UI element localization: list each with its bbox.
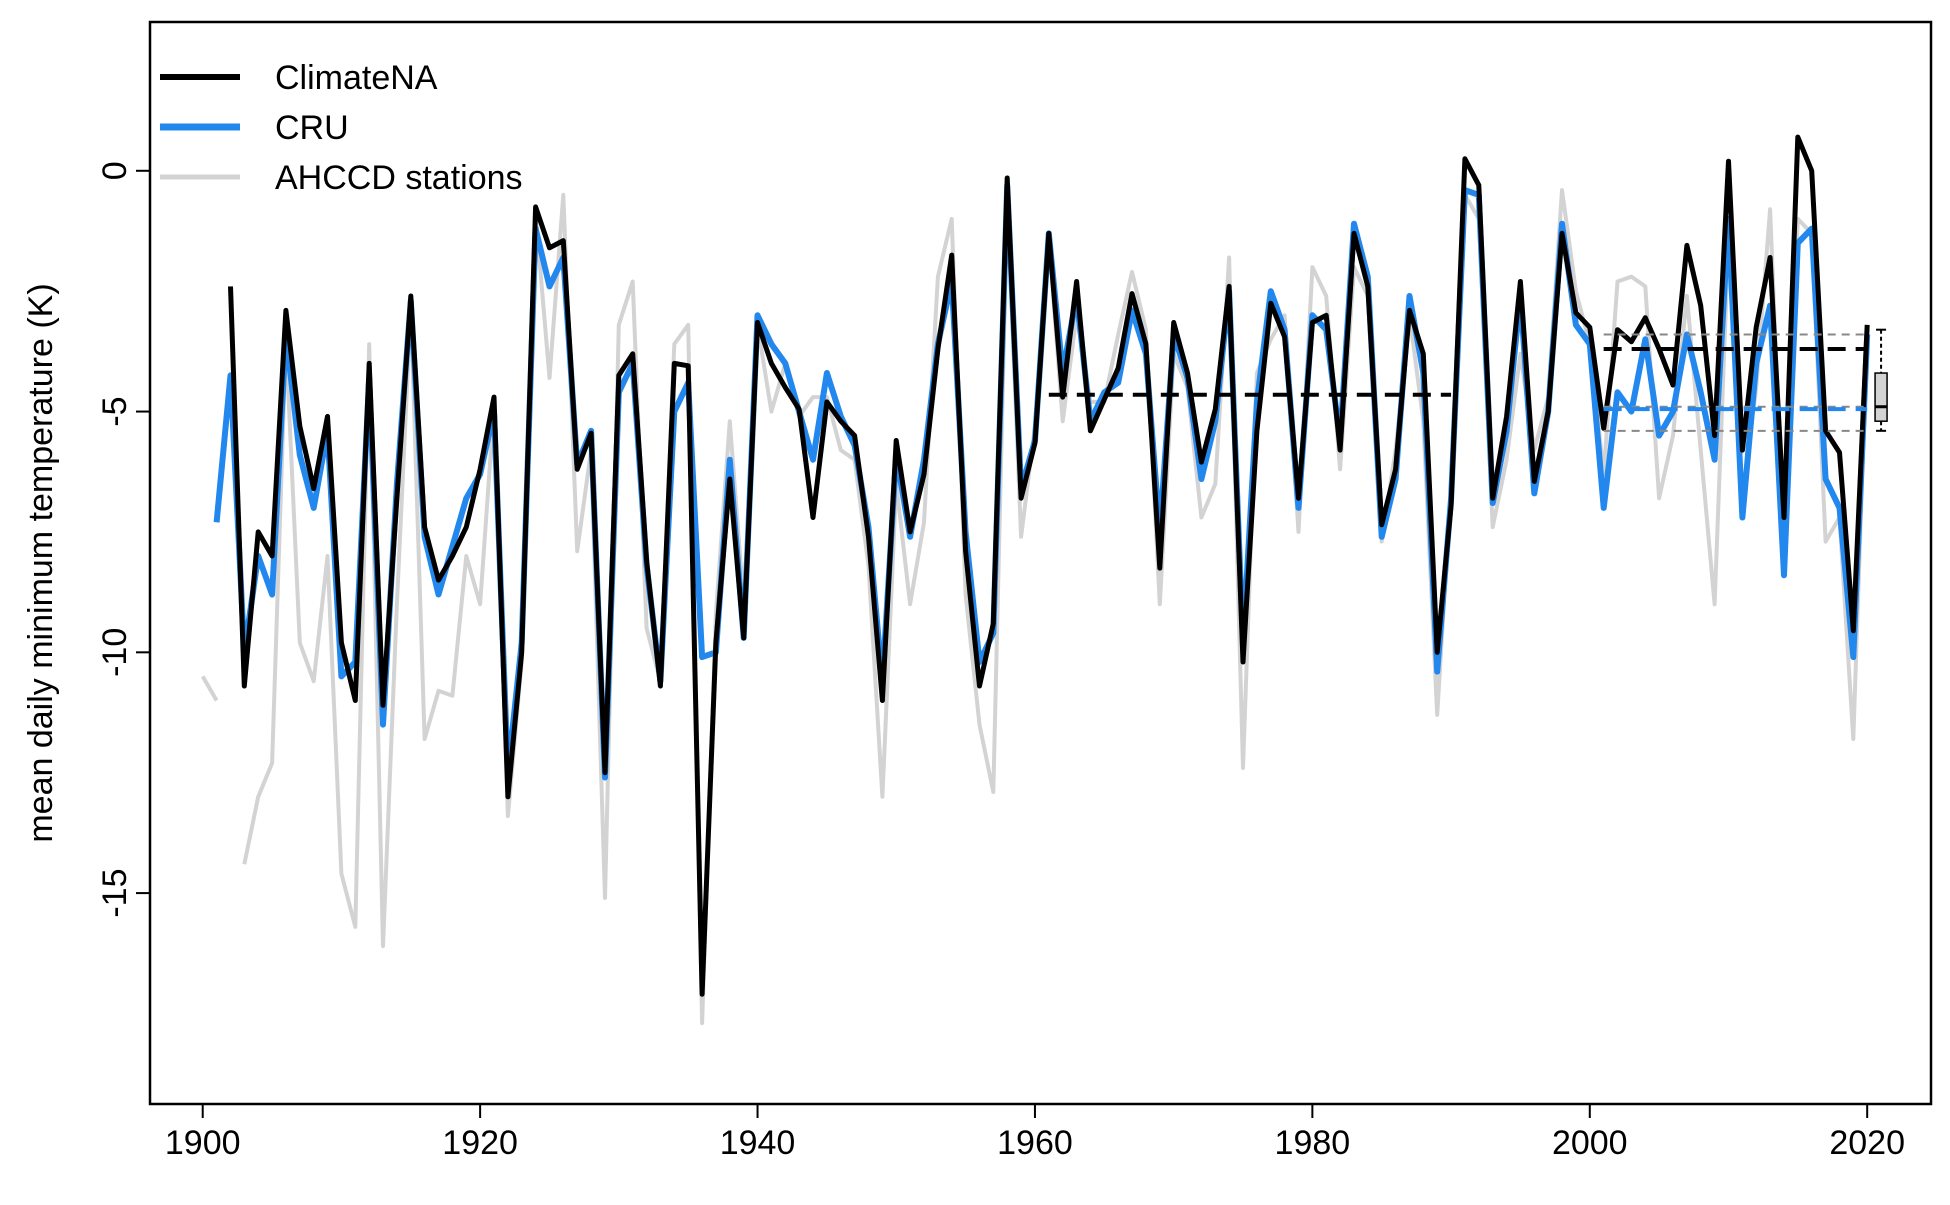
y-axis-label: mean daily minimum temperature (K) (22, 283, 60, 842)
data-line (228, 134, 1870, 997)
x-tick-label: 1960 (997, 1124, 1073, 1162)
x-tick-label: 1920 (442, 1124, 518, 1162)
x-tick-label: 2020 (1829, 1124, 1905, 1162)
x-tick-label: 2000 (1552, 1124, 1628, 1162)
data-line (213, 182, 1871, 781)
legend-label: AHCCD stations (275, 159, 523, 197)
legend-label: CRU (275, 109, 349, 147)
data-line (200, 188, 1870, 1026)
box-body (1874, 372, 1888, 422)
plot-frame (148, 20, 1933, 1106)
y-tick-label: -15 (96, 869, 134, 918)
y-tick-label: 0 (96, 161, 134, 180)
x-tick-label: 1940 (720, 1124, 796, 1162)
y-tick-label: -5 (96, 396, 134, 426)
y-tick-label: -10 (96, 628, 134, 677)
x-tick-label: 1900 (165, 1124, 241, 1162)
legend-label: ClimateNA (275, 59, 438, 97)
x-tick-label: 1980 (1275, 1124, 1351, 1162)
